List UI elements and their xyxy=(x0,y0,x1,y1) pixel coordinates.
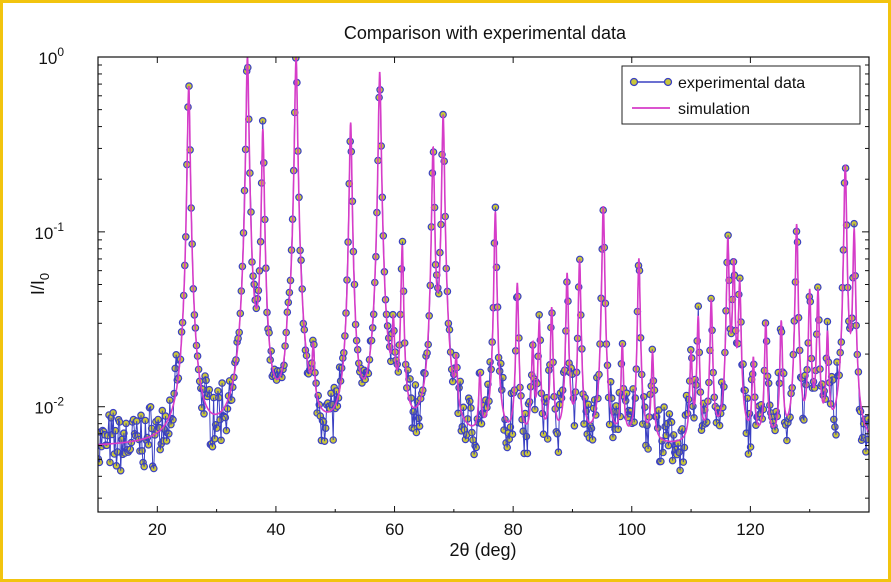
x-tick-label: 40 xyxy=(266,520,285,539)
x-tick-label: 60 xyxy=(385,520,404,539)
x-tick-label: 20 xyxy=(148,520,167,539)
x-axis-title-suffix: (deg) xyxy=(470,540,517,560)
legend-label-experimental: experimental data xyxy=(678,75,805,92)
y-axis-title-main: I/I xyxy=(28,280,48,295)
x-axis-title-symbol: θ xyxy=(459,540,469,560)
legend-label-simulation: simulation xyxy=(678,101,750,118)
legend-experimental-marker xyxy=(663,77,673,87)
y-axis-title: I/I0 xyxy=(28,273,52,295)
chart-title: Comparison with experimental data xyxy=(344,23,627,43)
legend-box xyxy=(621,65,861,125)
y-axis-ticks: 10-2 10-1 100 xyxy=(34,45,869,499)
y-tick-label: 10-2 xyxy=(34,395,64,418)
x-axis-title-prefix: 2 xyxy=(449,540,459,560)
legend-experimental-marker xyxy=(629,77,639,87)
x-tick-label: 120 xyxy=(736,520,764,539)
legend: experimental data simulation xyxy=(621,65,861,125)
y-axis-title-subscript: 0 xyxy=(37,273,52,280)
x-axis-title: 2θ (deg) xyxy=(449,540,516,560)
x-tick-label: 80 xyxy=(504,520,523,539)
x-tick-label: 100 xyxy=(618,520,646,539)
y-tick-label: 100 xyxy=(38,45,64,68)
y-tick-label: 10-1 xyxy=(34,220,64,243)
simulation-line xyxy=(98,57,869,446)
x-axis-ticks: 20 40 60 80 100 120 xyxy=(97,57,870,539)
